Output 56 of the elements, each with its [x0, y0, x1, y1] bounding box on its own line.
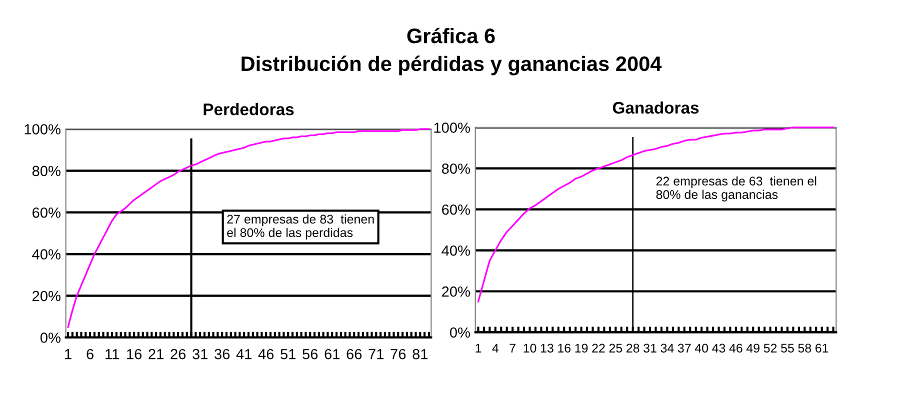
x-tick-label: 10: [524, 344, 536, 353]
x-tick-label: 22: [592, 344, 605, 352]
y-tick-label: 60%: [32, 207, 60, 218]
x-tick-label: 58: [798, 344, 812, 353]
x-tick-label: 16: [127, 348, 142, 360]
chart-title: Ganadoras: [612, 101, 699, 114]
y-tick-label: 60%: [442, 204, 470, 215]
text: Gráfica 6: [407, 28, 495, 44]
x-tick-label: 56: [302, 348, 318, 360]
x-tick-label: 41: [236, 349, 252, 360]
chart-title: Perdedoras: [204, 103, 294, 116]
annotation: 27 empresas de 83 tienen el 80% de las perdidas: [227, 214, 374, 240]
x-tick-label: 28: [626, 344, 640, 353]
y-tick-label: 40%: [32, 249, 60, 260]
y-tick-label: 100%: [434, 122, 470, 133]
y-tick-label: 100%: [24, 124, 60, 134]
x-tick-label: 81: [412, 348, 428, 360]
x-tick-label: 46: [258, 348, 274, 360]
x-tick-label: 52: [764, 344, 777, 353]
y-tick-label: 40%: [442, 245, 470, 256]
x-tick-label: 76: [390, 348, 406, 360]
x-tick-label: 25: [609, 344, 622, 353]
x-tick-label: 61: [816, 344, 828, 353]
x-tick-label: 34: [660, 344, 674, 353]
y-tick-label: 20%: [32, 290, 60, 302]
x-tick-label: 6: [86, 348, 94, 360]
x-tick-label: 61: [324, 348, 340, 360]
y-tick-label: 20%: [442, 286, 470, 297]
x-tick-label: 31: [644, 344, 656, 353]
x-tick-label: 26: [170, 348, 186, 360]
x-tick-label: 31: [192, 348, 208, 360]
x-tick-label: 16: [558, 344, 571, 353]
x-tick-label: 43: [712, 344, 726, 353]
x-tick-label: 13: [540, 344, 554, 353]
y-tick-label: 80%: [442, 164, 470, 174]
y-tick-label: 80%: [32, 166, 60, 176]
x-tick-label: 55: [781, 344, 794, 353]
x-tick-label: 7: [510, 344, 516, 352]
x-tick-label: 21: [148, 348, 164, 360]
y-tick-label: 0%: [40, 332, 60, 343]
x-tick-label: 71: [368, 349, 384, 360]
x-tick-label: 4: [492, 344, 499, 352]
annotation: 22 empresas de 63 tienen el 80% de las ganancias: [656, 176, 816, 202]
x-tick-label: 1: [476, 344, 482, 352]
x-tick-label: 51: [280, 349, 296, 360]
x-tick-label: 46: [729, 344, 742, 353]
x-tick-label: 49: [746, 344, 760, 353]
x-tick-label: 40: [694, 344, 708, 353]
x-tick-label: 19: [575, 344, 588, 353]
x-tick-label: 11: [106, 349, 119, 360]
x-tick-label: 66: [346, 348, 362, 360]
y-tick-label: 0%: [450, 327, 470, 338]
x-tick-label: 37: [678, 344, 691, 353]
x-tick-label: 1: [65, 349, 72, 360]
x-tick-label: 36: [214, 348, 230, 360]
text: Distribución de pérdidas y ganancias 2004: [242, 56, 662, 76]
